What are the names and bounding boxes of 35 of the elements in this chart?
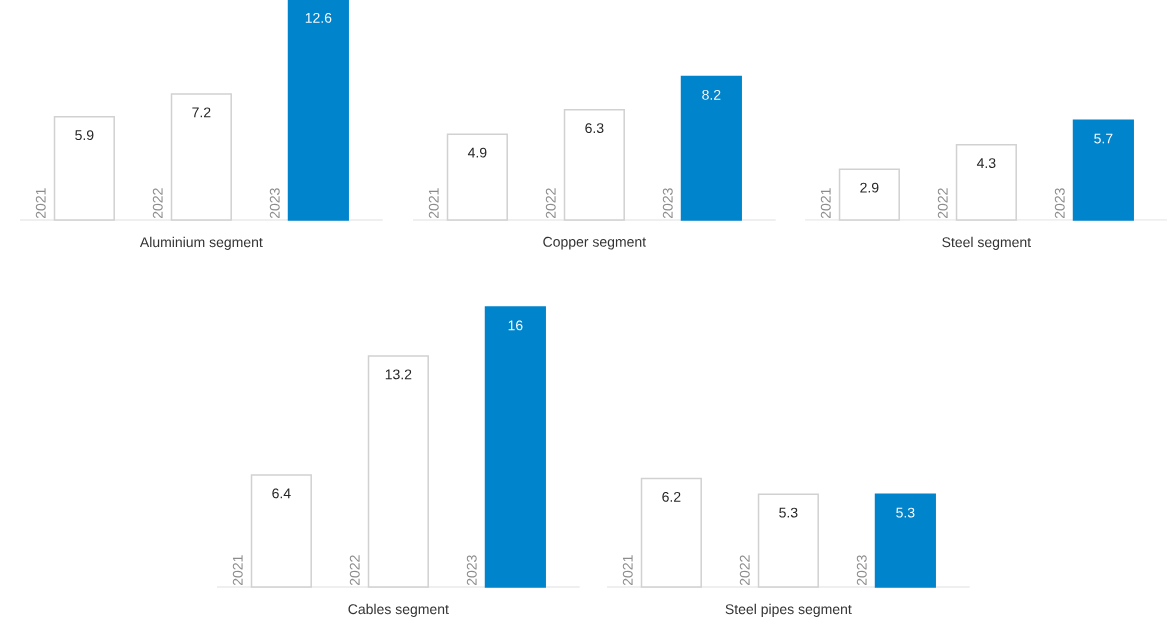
x-axis-title: Steel segment [942,236,1031,250]
x-tick-label: 2021 [820,188,831,219]
x-tick-label: 2022 [545,188,556,219]
x-tick-label: 2023 [662,188,673,219]
x-axis-title: Cables segment [348,603,449,617]
data-label: 5.3 [779,507,798,518]
data-label: 5.9 [75,130,94,141]
x-tick-label: 2022 [937,188,948,219]
x-axis-title: Steel pipes segment [725,603,852,617]
data-label: 13.2 [385,369,412,380]
data-label: 6.3 [585,123,604,134]
data-label: 4.3 [976,158,996,169]
x-tick-label: 2023 [1054,188,1065,219]
x-tick-label: 2023 [466,555,477,586]
x-tick-label: 2022 [739,555,750,586]
x-axis-title: Aluminium segment [139,236,263,250]
data-label: 6.4 [272,488,291,499]
x-axis-title: Copper segment [543,236,646,250]
x-tick-label: 2023 [269,188,280,219]
data-label: 8.2 [702,89,721,100]
data-label: 12.6 [305,12,332,23]
data-label: 4.9 [467,147,487,158]
x-tick-label: 2022 [349,555,360,586]
data-label: 16 [508,320,523,331]
x-tick-label: 2022 [152,188,163,219]
data-label: 6.2 [662,491,681,502]
x-tick-label: 2021 [35,188,46,219]
data-label: 7.2 [192,107,211,118]
x-tick-label: 2023 [856,555,867,586]
data-label: 2.9 [860,182,879,193]
data-label: 5.3 [896,507,915,518]
x-tick-label: 2021 [232,555,243,586]
x-tick-label: 2021 [622,555,633,586]
x-tick-label: 2021 [428,188,439,219]
data-label: 5.7 [1094,133,1113,144]
